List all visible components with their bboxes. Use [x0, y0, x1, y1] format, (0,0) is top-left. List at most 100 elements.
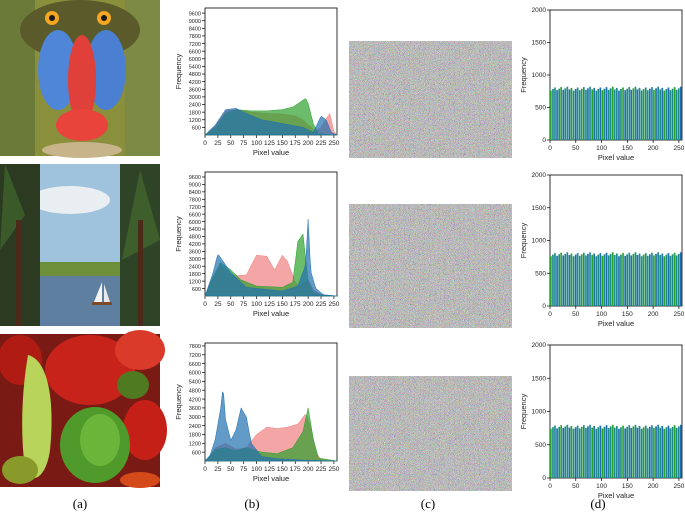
y-tick-label: 9600 — [189, 11, 201, 17]
bar — [640, 256, 643, 306]
bar — [663, 428, 666, 478]
bar — [644, 87, 647, 140]
x-tick-label: 150 — [622, 483, 633, 490]
x-tick-label: 50 — [572, 145, 580, 152]
bar — [628, 252, 631, 306]
bar — [568, 427, 571, 478]
bar — [560, 87, 562, 140]
bar — [574, 89, 577, 140]
y-tick-label: 7200 — [189, 353, 201, 359]
bar — [663, 90, 666, 140]
original-images-column — [0, 0, 167, 488]
x-tick-label: 125 — [264, 140, 275, 147]
bar — [556, 255, 558, 306]
bar — [580, 254, 583, 306]
y-tick-label: 5400 — [189, 227, 201, 233]
image-peppers — [0, 330, 167, 488]
y-tick-label: 1200 — [189, 279, 201, 285]
bar — [554, 253, 556, 306]
y-tick-label: 4200 — [189, 242, 201, 248]
bar — [669, 428, 672, 478]
bar — [578, 428, 581, 478]
bar — [576, 253, 579, 306]
x-tick-label: 0 — [203, 466, 207, 473]
y-tick-label: 1500 — [532, 40, 547, 47]
y-tick-label: 500 — [535, 105, 546, 112]
bar — [649, 88, 651, 140]
bar — [628, 87, 631, 140]
bar — [572, 256, 575, 306]
series-b — [204, 108, 338, 136]
bar — [587, 426, 589, 478]
bar — [599, 87, 602, 140]
y-tick-label: 500 — [535, 442, 546, 449]
x-tick-label: 250 — [673, 311, 684, 318]
bar — [587, 253, 589, 306]
bar — [589, 424, 591, 478]
bar — [613, 255, 616, 306]
y-tick-label: 6600 — [189, 362, 201, 368]
x-tick-label: 225 — [316, 466, 327, 473]
bar — [568, 255, 571, 306]
x-tick-label: 225 — [316, 140, 327, 147]
bar — [679, 424, 682, 478]
x-tick-label: 125 — [264, 466, 275, 473]
x-tick-label: 25 — [214, 301, 222, 308]
image-mandrill — [0, 0, 160, 158]
bar — [587, 88, 589, 140]
x-axis-label: Pixel value — [598, 491, 634, 500]
bar — [591, 89, 593, 140]
bar — [634, 86, 637, 140]
y-tick-label: 4800 — [189, 72, 201, 78]
bar — [591, 255, 593, 306]
bar — [607, 428, 610, 478]
y-tick-label: 7800 — [189, 34, 201, 40]
bar — [589, 86, 591, 140]
y-tick-label: 1000 — [532, 72, 547, 79]
bar — [634, 252, 637, 306]
y-tick-label: 0 — [542, 137, 546, 144]
bar — [603, 88, 606, 140]
y-tick-label: 2000 — [532, 342, 547, 349]
bar — [616, 426, 618, 478]
bar — [605, 425, 608, 478]
bar — [638, 253, 641, 306]
bar — [628, 425, 631, 478]
bar — [669, 255, 672, 306]
bar — [620, 427, 622, 478]
bar — [667, 87, 670, 140]
bar — [651, 252, 653, 306]
bar — [661, 426, 664, 478]
bar — [667, 425, 670, 478]
bar — [595, 256, 598, 306]
y-tick-label: 6000 — [189, 371, 201, 377]
bar — [554, 425, 556, 478]
bar — [570, 87, 573, 140]
bar — [585, 89, 587, 140]
y-tick-label: 2000 — [532, 7, 547, 14]
bar — [636, 427, 639, 478]
bar — [671, 254, 674, 306]
bar — [597, 427, 600, 478]
x-tick-label: 0 — [548, 483, 552, 490]
bar — [675, 255, 678, 306]
x-tick-label: 100 — [251, 301, 262, 308]
bar — [655, 88, 657, 140]
bar — [677, 253, 680, 306]
bar — [585, 428, 587, 478]
bar — [603, 426, 606, 478]
x-tick-label: 75 — [240, 466, 248, 473]
bar — [572, 428, 575, 478]
bar — [632, 426, 635, 478]
y-tick-label: 600 — [192, 287, 201, 293]
bar — [673, 252, 676, 306]
bar — [576, 425, 579, 478]
bar — [562, 428, 565, 478]
bar — [601, 428, 604, 478]
bar — [679, 252, 682, 306]
bar — [636, 89, 639, 140]
x-tick-label: 150 — [277, 466, 288, 473]
bar — [568, 89, 571, 140]
y-tick-label: 0 — [542, 303, 546, 310]
